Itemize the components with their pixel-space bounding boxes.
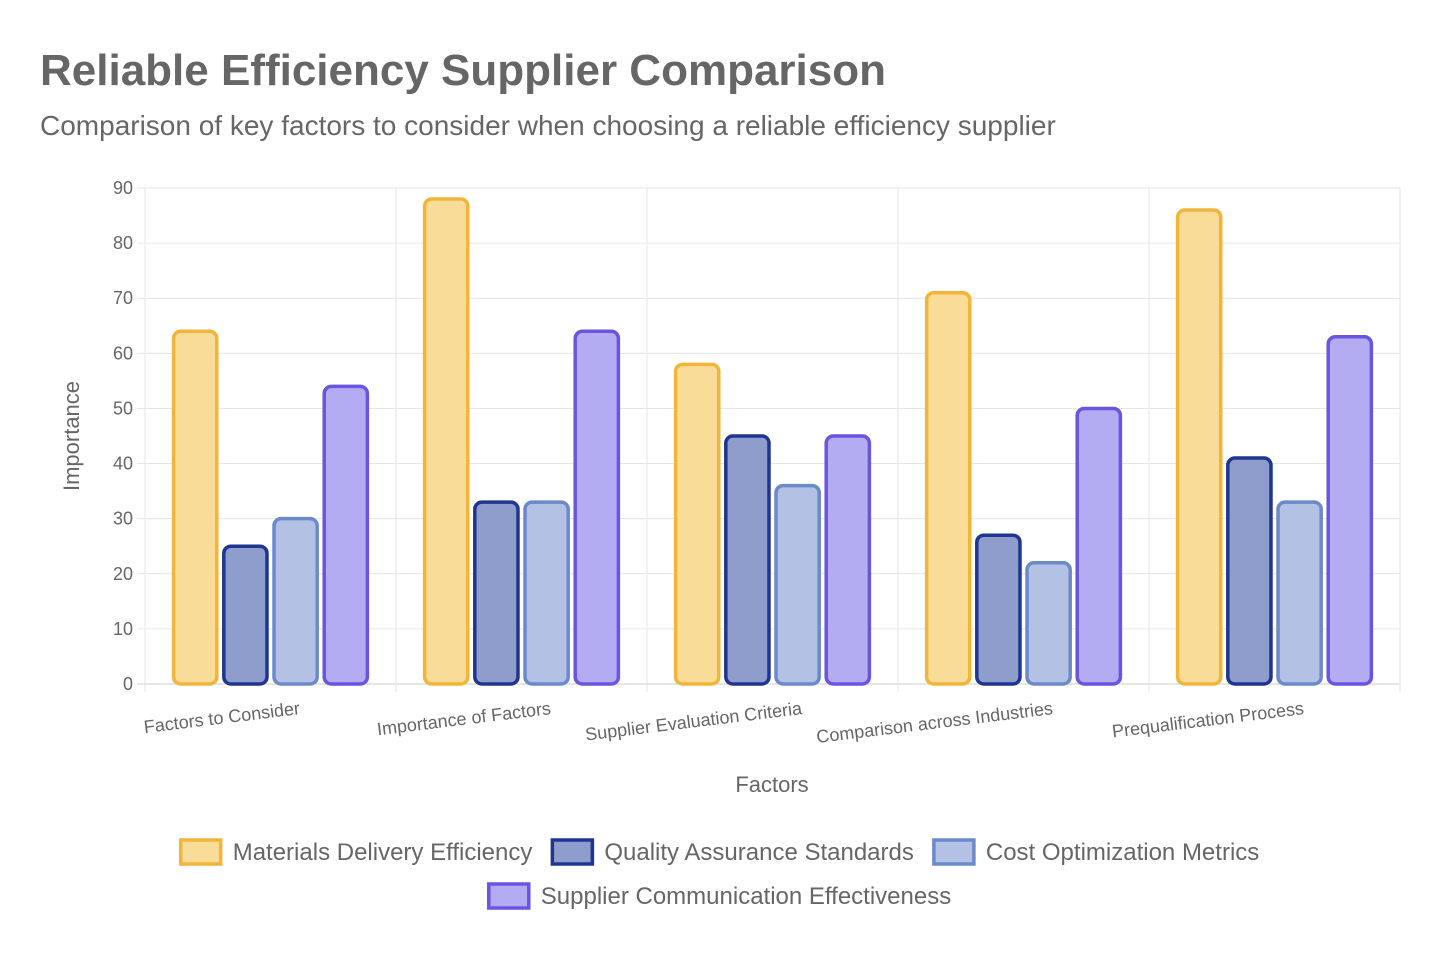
legend: Materials Delivery Efficiency Quality Ass… bbox=[178, 838, 1259, 910]
y-tick-label: 0 bbox=[123, 674, 133, 694]
x-tick-label: Importance of Factors bbox=[376, 698, 552, 739]
y-tick-label: 50 bbox=[113, 398, 133, 418]
chart-subtitle: Comparison of key factors to consider wh… bbox=[40, 110, 1056, 141]
x-axis-title: Factors bbox=[735, 772, 808, 797]
bar bbox=[222, 544, 269, 686]
bar bbox=[975, 533, 1022, 686]
y-axis-ticks: 0 10 20 30 40 50 60 70 80 90 bbox=[113, 178, 133, 694]
bar bbox=[1075, 406, 1123, 686]
bar bbox=[724, 434, 771, 686]
bar bbox=[171, 329, 219, 686]
legend-swatch bbox=[932, 838, 976, 866]
x-tick-label: Prequalification Process bbox=[1111, 698, 1305, 741]
bar bbox=[422, 197, 470, 686]
y-tick-label: 40 bbox=[113, 454, 133, 474]
legend-swatch bbox=[178, 838, 223, 866]
y-tick-label: 20 bbox=[113, 564, 133, 584]
bar bbox=[924, 290, 972, 686]
bar bbox=[673, 362, 721, 686]
y-tick-label: 80 bbox=[113, 233, 133, 253]
bar bbox=[1276, 500, 1323, 686]
x-tick-label: Comparison across Industries bbox=[815, 698, 1054, 747]
y-tick-label: 70 bbox=[113, 288, 133, 308]
y-axis-title: Importance bbox=[59, 381, 84, 491]
bar bbox=[272, 516, 319, 686]
y-tick-label: 10 bbox=[113, 619, 133, 639]
bar bbox=[774, 483, 821, 686]
legend-swatch bbox=[487, 882, 531, 910]
y-tick-label: 30 bbox=[113, 509, 133, 529]
y-tick-label: 90 bbox=[113, 178, 133, 198]
bar bbox=[1025, 561, 1072, 686]
chart-title: Reliable Efficiency Supplier Comparison bbox=[40, 46, 886, 95]
bar bbox=[523, 500, 570, 686]
bar bbox=[1226, 456, 1273, 686]
legend-label: Quality Assurance Standards bbox=[604, 839, 914, 866]
bars bbox=[171, 197, 1374, 686]
x-tick-label: Supplier Evaluation Criteria bbox=[584, 698, 804, 745]
legend-swatch bbox=[550, 838, 595, 866]
bar bbox=[824, 434, 872, 686]
legend-label: Cost Optimization Metrics bbox=[986, 839, 1259, 866]
bar bbox=[1326, 335, 1374, 686]
bar bbox=[573, 329, 621, 686]
y-tick-label: 60 bbox=[113, 343, 133, 363]
legend-label: Materials Delivery Efficiency bbox=[233, 839, 533, 866]
x-tick-label: Factors to Consider bbox=[143, 698, 301, 737]
x-axis-ticks: Factors to Consider Importance of Factors… bbox=[143, 698, 1305, 747]
bar bbox=[1175, 208, 1223, 686]
bar bbox=[322, 384, 370, 686]
bar bbox=[473, 500, 520, 686]
legend-label: Supplier Communication Effectiveness bbox=[541, 883, 951, 910]
